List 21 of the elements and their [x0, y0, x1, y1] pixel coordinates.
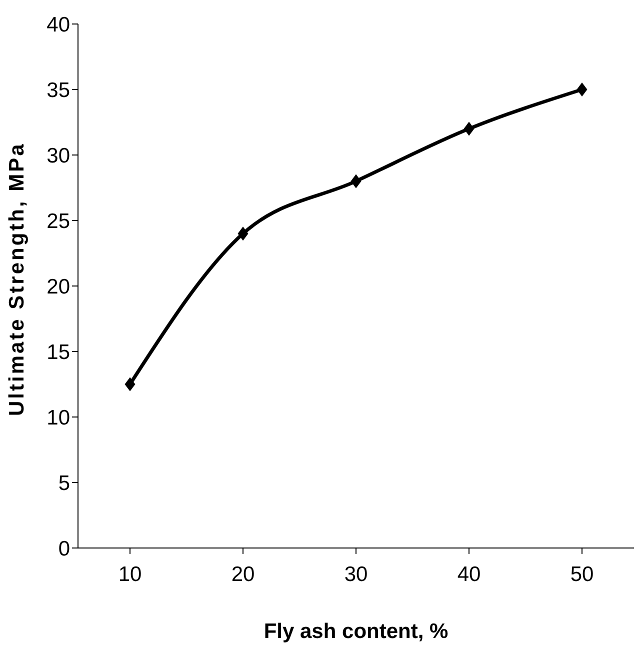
x-tick-label: 30	[344, 562, 368, 586]
y-tick-label: 0	[58, 537, 70, 560]
x-tick-label: 10	[118, 562, 142, 586]
y-tick-label: 5	[58, 472, 70, 495]
y-tick-label: 15	[46, 340, 70, 364]
x-tick-label: 20	[231, 562, 255, 586]
x-tick-label: 50	[570, 562, 594, 586]
y-tick-label: 35	[46, 78, 70, 102]
y-axis-title: Ultimate Strength, MPa	[5, 142, 28, 416]
point	[124, 377, 136, 392]
point	[464, 122, 474, 136]
x-axis-title: Fly ash content, %	[264, 620, 449, 643]
y-tick-label: 25	[46, 210, 70, 233]
y-tick-label: 40	[46, 13, 70, 36]
point	[238, 226, 248, 241]
y-tick-label: 30	[46, 144, 70, 168]
point	[350, 174, 362, 188]
point	[576, 82, 588, 96]
y-tick-label: 20	[46, 275, 70, 298]
x-tick-label: 40	[457, 562, 481, 586]
y-tick-label: 10	[46, 406, 70, 430]
